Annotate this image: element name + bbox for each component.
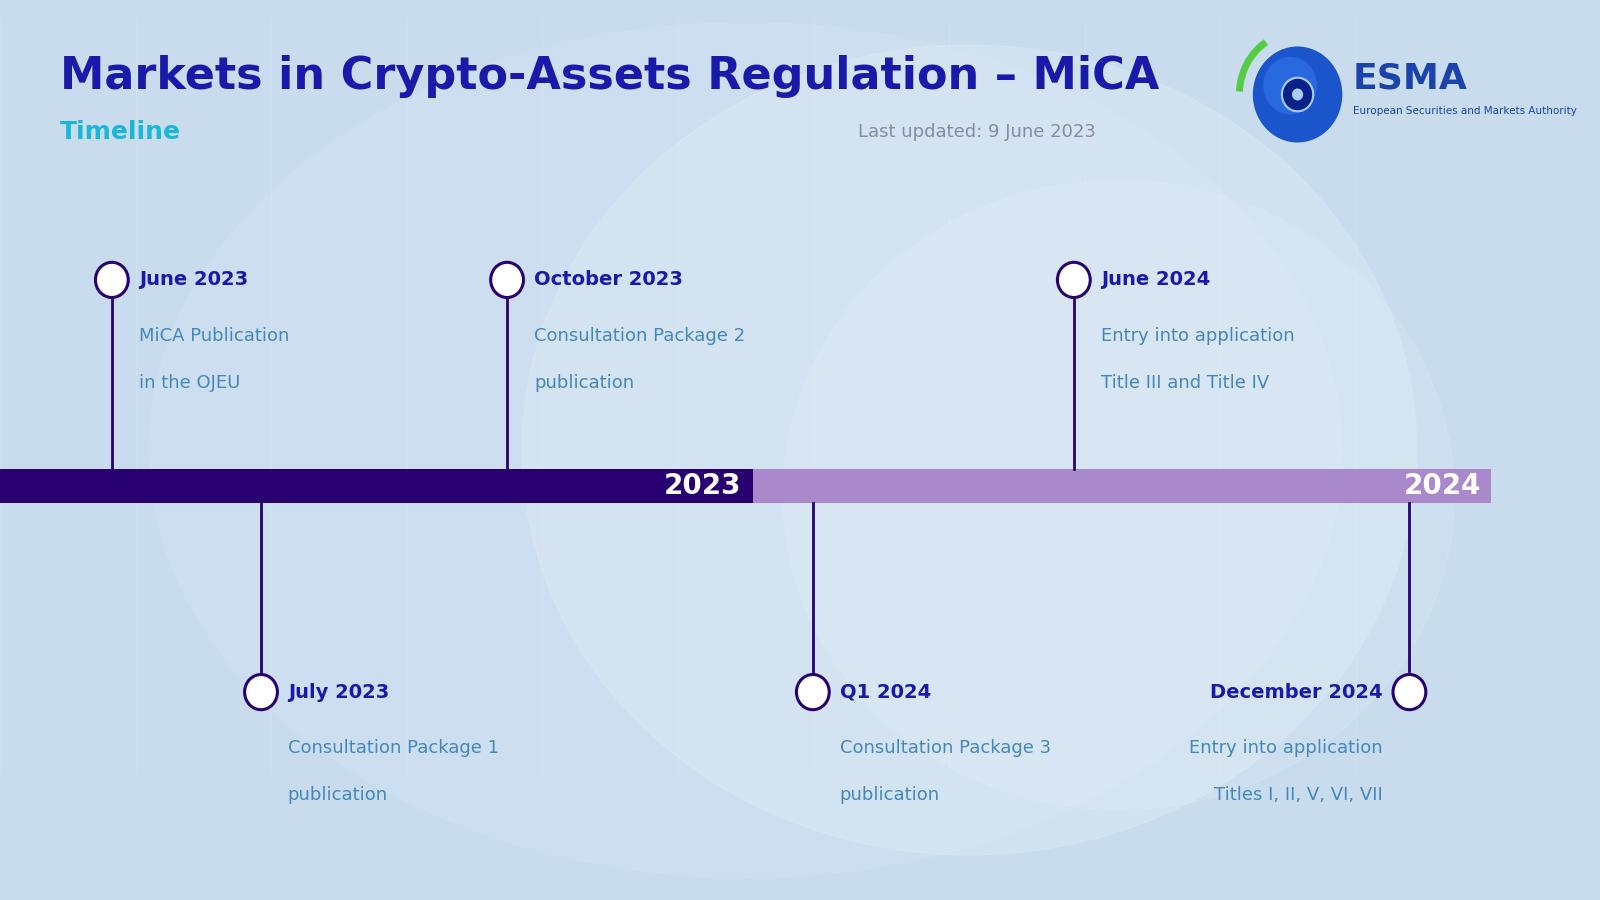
Ellipse shape <box>522 45 1418 855</box>
Text: 2024: 2024 <box>1403 472 1482 500</box>
Ellipse shape <box>1264 57 1317 114</box>
Text: Title III and Title IV: Title III and Title IV <box>1101 374 1269 392</box>
Bar <box>0 469 754 503</box>
Text: European Securities and Markets Authority: European Securities and Markets Authorit… <box>1352 105 1576 116</box>
Text: June 2023: June 2023 <box>139 270 248 290</box>
Text: Markets in Crypto-Assets Regulation – MiCA: Markets in Crypto-Assets Regulation – Mi… <box>59 55 1158 98</box>
Ellipse shape <box>96 262 128 298</box>
Ellipse shape <box>1394 674 1426 710</box>
Text: Titles I, II, V, VI, VII: Titles I, II, V, VI, VII <box>1214 786 1382 804</box>
Text: 2023: 2023 <box>664 472 741 500</box>
Text: Consultation Package 2: Consultation Package 2 <box>534 327 746 345</box>
Text: Timeline: Timeline <box>59 121 181 144</box>
Ellipse shape <box>245 674 277 710</box>
Ellipse shape <box>782 180 1454 810</box>
Text: December 2024: December 2024 <box>1210 682 1382 702</box>
Text: in the OJEU: in the OJEU <box>139 374 240 392</box>
Ellipse shape <box>149 22 1342 878</box>
Text: Entry into application: Entry into application <box>1189 739 1382 757</box>
Text: publication: publication <box>534 374 634 392</box>
Ellipse shape <box>1058 262 1090 298</box>
Text: Consultation Package 1: Consultation Package 1 <box>288 739 499 757</box>
Text: publication: publication <box>840 786 939 804</box>
Text: publication: publication <box>288 786 387 804</box>
Text: June 2024: June 2024 <box>1101 270 1210 290</box>
Text: July 2023: July 2023 <box>288 682 389 702</box>
Text: Q1 2024: Q1 2024 <box>840 682 931 702</box>
Ellipse shape <box>491 262 523 298</box>
Ellipse shape <box>797 674 829 710</box>
Bar <box>754 469 1491 503</box>
Text: Consultation Package 3: Consultation Package 3 <box>840 739 1051 757</box>
Text: MiCA Publication: MiCA Publication <box>139 327 290 345</box>
Ellipse shape <box>1291 88 1302 101</box>
Text: Last updated: 9 June 2023: Last updated: 9 June 2023 <box>858 123 1096 141</box>
Text: October 2023: October 2023 <box>534 270 683 290</box>
Text: ESMA: ESMA <box>1352 61 1467 95</box>
Ellipse shape <box>1253 47 1342 142</box>
Ellipse shape <box>1282 77 1314 112</box>
Text: Entry into application: Entry into application <box>1101 327 1294 345</box>
